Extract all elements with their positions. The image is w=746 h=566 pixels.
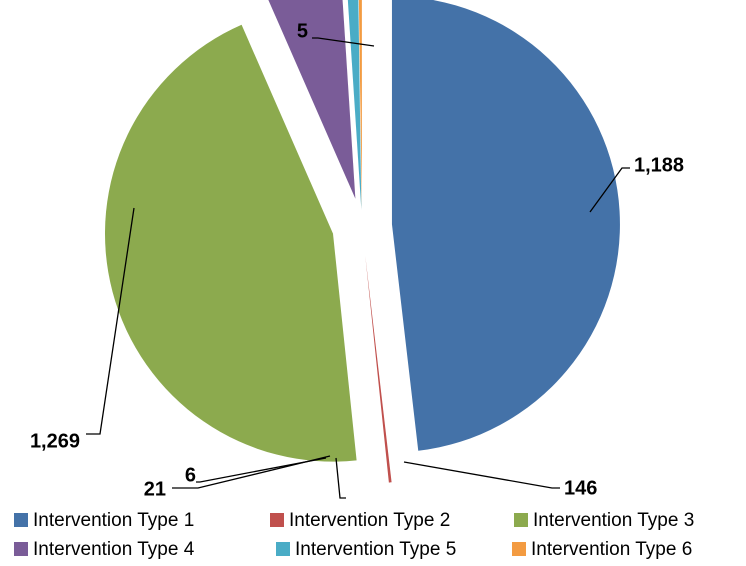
data-label-5: 21 [144,478,166,500]
legend-label-1: Intervention Type 1 [33,510,194,531]
legend-label-2: Intervention Type 2 [289,510,450,531]
legend-label-5: Intervention Type 5 [295,539,456,560]
pie-slice-2 [365,255,392,483]
leader-line-6 [196,457,327,483]
data-label-3: 1,188 [634,154,684,176]
legend-item-3: Intervention Type 3 [514,510,694,531]
legend-swatch-1 [14,513,28,527]
data-label-6: 6 [185,464,196,486]
leader-line-extra [335,457,346,499]
legend: Intervention Type 1 Intervention Type 2 In… [14,510,694,560]
pie-slice-3 [104,24,357,462]
pie-slice-1 [391,0,620,451]
legend-swatch-6 [512,542,526,556]
leader-line-5 [172,455,331,489]
legend-label-3: Intervention Type 3 [533,510,694,531]
legend-swatch-3 [514,513,528,527]
data-labels: 1,269 5 1,188 146 21 6 [30,20,684,500]
legend-item-6: Intervention Type 6 [512,539,692,560]
legend-label-4: Intervention Type 4 [33,539,195,560]
legend-label-6: Intervention Type 6 [531,539,692,560]
leader-line-1 [86,207,135,435]
pie-slices [104,0,620,483]
leader-line-3 [589,167,630,213]
legend-item-5: Intervention Type 5 [276,539,456,560]
legend-swatch-4 [14,542,28,556]
legend-swatch-5 [276,542,290,556]
pie-slice-4 [268,0,356,199]
data-label-4: 146 [564,477,597,499]
leader-line-4 [403,461,560,489]
data-label-2: 5 [297,20,308,42]
legend-item-1: Intervention Type 1 [14,510,194,531]
legend-swatch-2 [270,513,284,527]
legend-item-4: Intervention Type 4 [14,539,195,560]
pie-slice-5 [347,0,362,211]
data-label-1: 1,269 [30,430,80,452]
pie-slice-6 [358,0,362,210]
leader-lines [86,37,630,499]
legend-item-2: Intervention Type 2 [270,510,450,531]
leader-line-2 [312,37,375,47]
